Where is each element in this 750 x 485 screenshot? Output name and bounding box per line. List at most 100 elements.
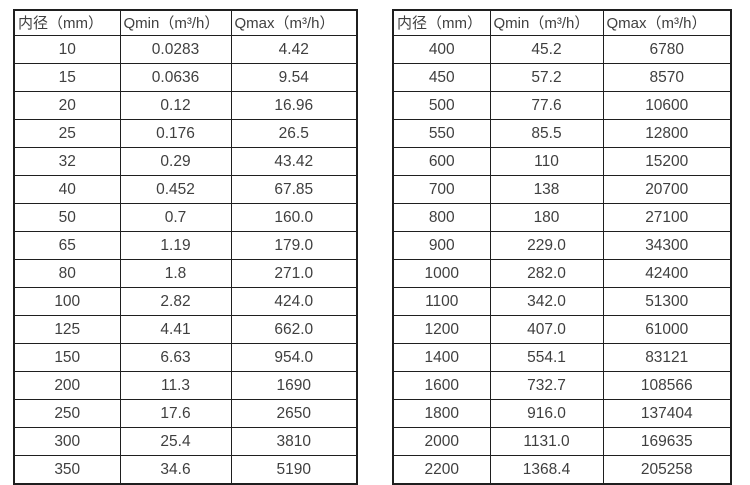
table-cell: 732.7 [489, 371, 604, 400]
table-row: 900 229.0 34300 [392, 231, 732, 260]
table-cell: 180 [489, 203, 604, 232]
column-header-0: 内径（mm） [392, 9, 491, 36]
table-cell: 8570 [602, 63, 732, 92]
table-cell: 4.42 [230, 35, 358, 64]
table-cell: 1100 [392, 287, 491, 316]
table-cell: 138 [489, 175, 604, 204]
table-cell: 45.2 [489, 35, 604, 64]
table-cell: 80 [13, 259, 121, 288]
table-cell: 25 [13, 119, 121, 148]
column-header-0: 内径（mm） [13, 9, 121, 36]
table-cell: 229.0 [489, 231, 604, 260]
table-cell: 916.0 [489, 399, 604, 428]
table-body: 400 45.2 6780 450 57.2 8570 500 77.6 10600 550 85.… [392, 35, 732, 485]
table-cell: 125 [13, 315, 121, 344]
table-cell: 1200 [392, 315, 491, 344]
table-cell: 424.0 [230, 287, 358, 316]
table-cell: 2.82 [119, 287, 232, 316]
table-body: 10 0.0283 4.42 15 0.0636 9.54 20 0.12 16.96 25 0.1… [13, 35, 358, 485]
table-cell: 200 [13, 371, 121, 400]
table-cell: 10 [13, 35, 121, 64]
header-row: 内径（mm） Qmin（m³/h） Qmax（m³/h） [392, 9, 732, 36]
table-cell: 15 [13, 63, 121, 92]
table-row: 1600 732.7 108566 [392, 371, 732, 400]
table-row: 100 2.82 424.0 [13, 287, 358, 316]
table-cell: 9.54 [230, 63, 358, 92]
table-cell: 77.6 [489, 91, 604, 120]
table-cell: 1400 [392, 343, 491, 372]
table-row: 1400 554.1 83121 [392, 343, 732, 372]
table-cell: 40 [13, 175, 121, 204]
table-row: 2200 1368.4 205258 [392, 455, 732, 485]
table-cell: 4.41 [119, 315, 232, 344]
column-header-1: Qmin（m³/h） [489, 9, 604, 36]
table-row: 1000 282.0 42400 [392, 259, 732, 288]
table-cell: 0.452 [119, 175, 232, 204]
table-row: 700 138 20700 [392, 175, 732, 204]
table-row: 300 25.4 3810 [13, 427, 358, 456]
table-row: 450 57.2 8570 [392, 63, 732, 92]
table-cell: 0.176 [119, 119, 232, 148]
table-cell: 179.0 [230, 231, 358, 260]
table-cell: 1600 [392, 371, 491, 400]
table-cell: 43.42 [230, 147, 358, 176]
column-header-1: Qmin（m³/h） [119, 9, 232, 36]
table-cell: 282.0 [489, 259, 604, 288]
table-cell: 0.7 [119, 203, 232, 232]
table-row: 32 0.29 43.42 [13, 147, 358, 176]
table-cell: 65 [13, 231, 121, 260]
table-cell: 554.1 [489, 343, 604, 372]
table-cell: 1000 [392, 259, 491, 288]
table-cell: 800 [392, 203, 491, 232]
table-cell: 954.0 [230, 343, 358, 372]
table-cell: 407.0 [489, 315, 604, 344]
table-cell: 550 [392, 119, 491, 148]
table-row: 550 85.5 12800 [392, 119, 732, 148]
table-row: 800 180 27100 [392, 203, 732, 232]
table-cell: 662.0 [230, 315, 358, 344]
table-cell: 27100 [602, 203, 732, 232]
table-cell: 500 [392, 91, 491, 120]
table-row: 150 6.63 954.0 [13, 343, 358, 372]
table-cell: 1368.4 [489, 455, 604, 485]
table-cell: 32 [13, 147, 121, 176]
table-cell: 26.5 [230, 119, 358, 148]
table-cell: 900 [392, 231, 491, 260]
table-cell: 108566 [602, 371, 732, 400]
table-row: 125 4.41 662.0 [13, 315, 358, 344]
table-cell: 1.8 [119, 259, 232, 288]
table-cell: 11.3 [119, 371, 232, 400]
table-row: 600 110 15200 [392, 147, 732, 176]
table-cell: 50 [13, 203, 121, 232]
table-cell: 6.63 [119, 343, 232, 372]
table-row: 500 77.6 10600 [392, 91, 732, 120]
table-row: 25 0.176 26.5 [13, 119, 358, 148]
table-cell: 20700 [602, 175, 732, 204]
table-cell: 1131.0 [489, 427, 604, 456]
table-cell: 17.6 [119, 399, 232, 428]
table-row: 1100 342.0 51300 [392, 287, 732, 316]
table-cell: 205258 [602, 455, 732, 485]
table-row: 400 45.2 6780 [392, 35, 732, 64]
table-cell: 342.0 [489, 287, 604, 316]
table-cell: 100 [13, 287, 121, 316]
table-cell: 700 [392, 175, 491, 204]
table-cell: 6780 [602, 35, 732, 64]
table-cell: 12800 [602, 119, 732, 148]
table-row: 15 0.0636 9.54 [13, 63, 358, 92]
table-cell: 42400 [602, 259, 732, 288]
table-cell: 1690 [230, 371, 358, 400]
table-cell: 1800 [392, 399, 491, 428]
table-cell: 3810 [230, 427, 358, 456]
table-row: 1800 916.0 137404 [392, 399, 732, 428]
table-cell: 61000 [602, 315, 732, 344]
table-cell: 57.2 [489, 63, 604, 92]
table-cell: 110 [489, 147, 604, 176]
table-cell: 67.85 [230, 175, 358, 204]
table-cell: 600 [392, 147, 491, 176]
table-row: 20 0.12 16.96 [13, 91, 358, 120]
table-cell: 10600 [602, 91, 732, 120]
table-cell: 0.29 [119, 147, 232, 176]
table-cell: 34.6 [119, 455, 232, 485]
